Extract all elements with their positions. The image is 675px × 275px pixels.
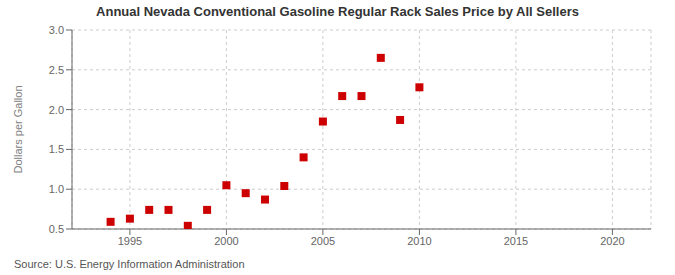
- svg-text:2005: 2005: [311, 235, 335, 247]
- svg-text:2020: 2020: [600, 235, 624, 247]
- html-text:Source: U.S. Energy Informatio: Source: U.S. Energy Information Administ…: [14, 258, 245, 270]
- svg-text:2000: 2000: [214, 235, 238, 247]
- svg-text:Dollars per Gallon: Dollars per Gallon: [12, 85, 24, 173]
- svg-text:3.0: 3.0: [49, 24, 64, 36]
- svg-text:2.5: 2.5: [49, 64, 64, 76]
- svg-text:2015: 2015: [504, 235, 528, 247]
- html-text:Annual Nevada Conventional Gas: Annual Nevada Conventional Gasoline Regu…: [96, 4, 579, 19]
- svg-text:2010: 2010: [407, 235, 431, 247]
- svg-text:2.0: 2.0: [49, 104, 64, 116]
- svg-text:1.0: 1.0: [49, 183, 64, 195]
- svg-text:0.5: 0.5: [49, 223, 64, 235]
- svg-text:1.5: 1.5: [49, 143, 64, 155]
- svg-text:1995: 1995: [118, 235, 142, 247]
